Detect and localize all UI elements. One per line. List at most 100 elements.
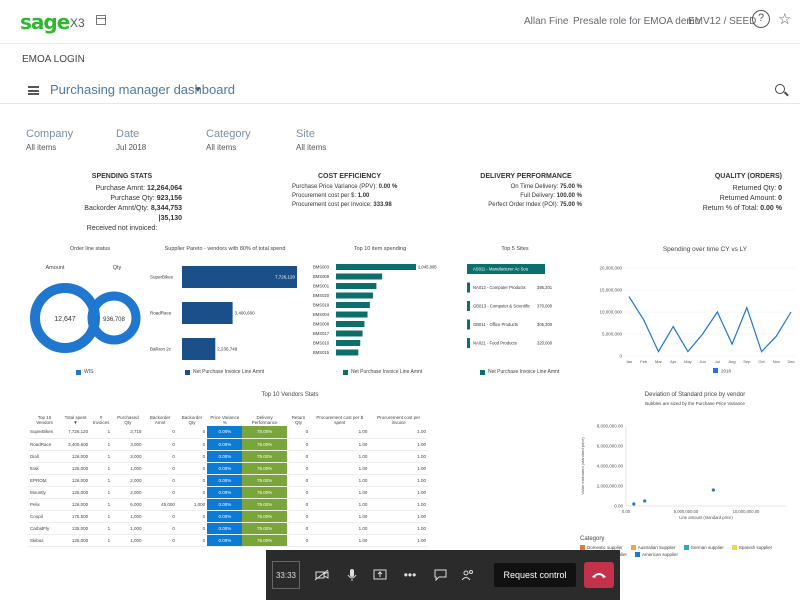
bar[interactable]: [467, 301, 470, 311]
table-row[interactable]: Mountly 126,000 1 2,000 0 0 0.00% 75.00% 0 1.00 1.…: [28, 486, 428, 499]
star-icon[interactable]: ☆: [778, 11, 792, 28]
table-cell: 1: [90, 450, 113, 463]
table-cell: 1.00: [310, 462, 370, 475]
chat-icon[interactable]: [428, 561, 452, 589]
bar[interactable]: [336, 273, 383, 280]
top-items-legend: Net Purchase Invoice Line Amnt: [343, 369, 422, 375]
legend-swatch: [343, 369, 348, 375]
table-cell: 0.00%: [207, 426, 243, 439]
scatter-point[interactable]: [643, 499, 647, 503]
bar[interactable]: [467, 338, 470, 348]
table-cell: 1: [90, 498, 113, 511]
bar[interactable]: [336, 264, 416, 270]
request-control-button[interactable]: Request control: [494, 563, 576, 587]
spending-time-title: Spending over time CY vs LY: [662, 246, 748, 253]
qty-donut[interactable]: [87, 291, 141, 345]
column-header[interactable]: # Invoices: [92, 415, 110, 425]
participants-icon[interactable]: [456, 561, 480, 589]
table-row[interactable]: Pelix 126,000 1 6,000 45,000 1,000 0.00% 75.00%…: [28, 498, 428, 511]
column-header[interactable]: Total spent ▼: [64, 415, 87, 425]
menu-icon[interactable]: [28, 86, 39, 95]
microphone-icon[interactable]: [340, 561, 364, 589]
y-tick-label: 8,000,000.00: [597, 424, 624, 429]
bar[interactable]: [336, 349, 359, 356]
table-row[interactable]: RoadRace 3,400,600 1 3,000 0 0 0.00% 75.00% 0 1.0…: [28, 438, 428, 451]
order-status-legend: WIS: [76, 369, 93, 375]
environment-selector[interactable]: EMV12 / SEED: [688, 16, 757, 27]
series-line[interactable]: [628, 296, 792, 353]
bar[interactable]: [336, 292, 373, 299]
bar[interactable]: [336, 340, 361, 346]
top-bar: sage X3 Allan Fine Presale role for EMOA…: [0, 0, 800, 44]
table-cell: Mountly: [28, 486, 61, 499]
bar[interactable]: [182, 338, 216, 360]
filter-company[interactable]: Company All items: [26, 128, 73, 152]
share-screen-icon[interactable]: [368, 561, 392, 589]
hang-up-button[interactable]: [584, 562, 614, 588]
table-cell: 0: [176, 534, 208, 547]
column-header[interactable]: Procurement cost per $ spent: [316, 415, 364, 425]
bar[interactable]: [336, 330, 363, 337]
video-off-icon[interactable]: [310, 561, 334, 589]
table-cell: 0: [286, 450, 311, 463]
table-cell: 0: [143, 462, 177, 475]
legend-entry: German supplier: [683, 545, 724, 550]
table-row[interactable]: Itrak 126,000 1 1,000 0 0 0.00% 75.00% 0 1.00 1.00: [28, 462, 428, 475]
stat-row: Returned Qty: 0: [732, 185, 782, 192]
table-row[interactable]: CarbidFly 135,000 1 1,000 0 0 0.00% 75.00% 0 1.00…: [28, 522, 428, 535]
table-cell: 0: [143, 510, 177, 523]
table-cell: 45,000: [143, 498, 177, 511]
filter-category[interactable]: Category All items: [206, 128, 251, 152]
bar[interactable]: [467, 282, 470, 293]
filter-value: All items: [206, 143, 237, 152]
filter-date[interactable]: Date Jul 2018: [116, 128, 146, 152]
calendar-icon[interactable]: [96, 15, 106, 25]
table-row[interactable]: Diall 126,000 1 3,000 0 0 0.00% 75.00% 0 1.00 1.00: [28, 450, 428, 463]
filter-label: Category: [206, 128, 251, 140]
column-header[interactable]: Return Qty: [291, 415, 306, 425]
bar[interactable]: [336, 302, 370, 308]
user-name[interactable]: Allan Fine: [524, 16, 569, 27]
bar-category-label: NA021 - Food Products: [473, 341, 517, 346]
bar[interactable]: [467, 264, 545, 274]
scatter-point[interactable]: [632, 502, 636, 506]
chevron-down-icon[interactable]: ▼: [194, 85, 202, 94]
scatter-point[interactable]: [711, 488, 715, 492]
x-tick-label: 5,000,000.00: [674, 509, 699, 514]
help-icon[interactable]: ?: [752, 10, 770, 28]
bar-category-label: BMS008: [313, 322, 330, 327]
table-cell: Diall: [28, 450, 61, 463]
column-header[interactable]: Backorder Amnt: [149, 415, 171, 425]
bar-category-label: BMS015: [313, 350, 330, 355]
role-selector[interactable]: Presale role for EMOA demo: [573, 16, 701, 27]
column-header[interactable]: Top 10 Vendors: [36, 415, 53, 425]
table-cell: 0: [176, 522, 208, 535]
column-header[interactable]: Procurement cost per invoice: [377, 415, 421, 425]
bar[interactable]: [336, 311, 368, 318]
dashboard-title[interactable]: Purchasing manager dashboard: [50, 82, 236, 97]
table-cell: 2,000: [112, 474, 144, 487]
more-options-icon[interactable]: •••: [403, 568, 417, 582]
bar[interactable]: [467, 319, 470, 330]
x-tick-label: 10,000,000.00: [733, 509, 760, 514]
table-row[interactable]: SuperBikes 7,726,120 1 3,718 0 0 0.00% 75.00% 0 1…: [28, 426, 428, 439]
table-row[interactable]: Coopil 175,500 1 1,000 0 0 0.00% 75.00% 0 1.00 1.0…: [28, 510, 428, 523]
search-icon[interactable]: [775, 84, 785, 94]
filter-site[interactable]: Site All items: [296, 128, 326, 152]
bar-category-label: BMS009: [313, 274, 330, 279]
table-row[interactable]: Skibus 126,000 1 1,000 0 0 0.00% 75.00% 0 1.00 1.0…: [28, 534, 428, 547]
bar[interactable]: [182, 302, 233, 324]
sage-logo[interactable]: sage: [20, 10, 70, 34]
legend-entry: American supplier: [635, 552, 678, 557]
table-cell: 126,000: [60, 462, 91, 475]
pareto-chart: SuperBikes 7,726,120 RoadRace 3,400,600 Ball…: [150, 266, 297, 360]
column-header[interactable]: Purchased Qty: [117, 415, 139, 425]
bar[interactable]: [336, 321, 365, 327]
column-header[interactable]: Backorder Qty: [181, 415, 203, 425]
column-header[interactable]: Delivery Performance: [251, 415, 278, 425]
column-header[interactable]: Price Variance %: [210, 415, 240, 425]
bar[interactable]: [336, 283, 377, 289]
bar[interactable]: [182, 266, 297, 288]
table-row[interactable]: EPROM 126,000 1 2,000 0 0 0.00% 75.00% 0 1.00 1.00: [28, 474, 428, 487]
legend-swatch: [731, 545, 737, 550]
